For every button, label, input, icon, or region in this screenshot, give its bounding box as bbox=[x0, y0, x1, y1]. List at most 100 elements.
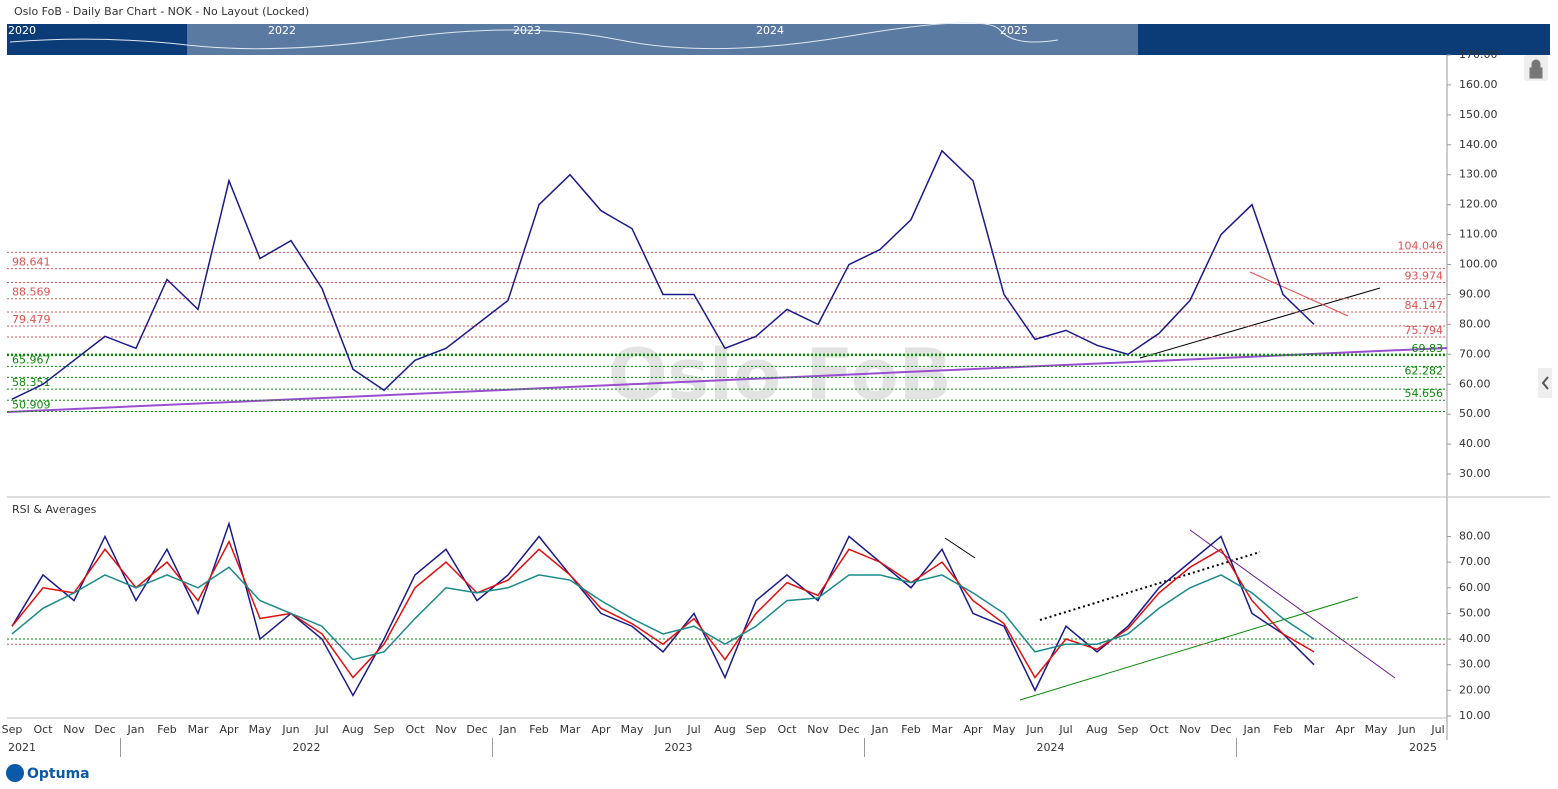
x-tick-label: Jan bbox=[1243, 723, 1261, 736]
data-line bbox=[11, 521, 1315, 698]
year-label: 2022 bbox=[293, 741, 321, 754]
level-label: 69.83 bbox=[1412, 342, 1444, 355]
level-label: 79.479 bbox=[12, 313, 51, 326]
y-tick-label: 10.00 bbox=[1459, 709, 1491, 722]
y-tick-label: 30.00 bbox=[1459, 467, 1491, 480]
x-tick-label: Jul bbox=[314, 723, 328, 736]
y-tick-label: 140.00 bbox=[1459, 138, 1498, 151]
trend-line bbox=[944, 537, 976, 559]
window-title: Oslo FoB - Daily Bar Chart - NOK - No La… bbox=[14, 5, 309, 18]
x-tick-label: Feb bbox=[529, 723, 548, 736]
x-tick-label: Mar bbox=[188, 723, 209, 736]
y-tick-label: 100.00 bbox=[1459, 258, 1498, 271]
x-tick-label: Nov bbox=[807, 723, 829, 736]
year-label: 2025 bbox=[1409, 741, 1437, 754]
year-label: 2023 bbox=[665, 741, 693, 754]
x-tick-label: Nov bbox=[435, 723, 457, 736]
trend-line bbox=[1039, 551, 1261, 621]
trend-line bbox=[1139, 287, 1381, 359]
x-tick-label: Oct bbox=[1149, 723, 1169, 736]
navigator-year: 2020 bbox=[8, 24, 36, 37]
y-tick-label: 160.00 bbox=[1459, 78, 1498, 91]
x-tick-label: Mar bbox=[1304, 723, 1325, 736]
trend-line bbox=[1019, 596, 1359, 701]
year-label: 2024 bbox=[1037, 741, 1065, 754]
x-tick-label: Dec bbox=[466, 723, 487, 736]
trend-line bbox=[1249, 271, 1349, 317]
x-tick-label: Feb bbox=[901, 723, 920, 736]
y-tick-label: 60.00 bbox=[1459, 377, 1491, 390]
y-tick-label: 80.00 bbox=[1459, 529, 1491, 542]
x-tick-label: Apr bbox=[1335, 723, 1355, 736]
navigator-line bbox=[9, 22, 1059, 50]
x-tick-label: Jan bbox=[871, 723, 889, 736]
y-tick-label: 50.00 bbox=[1459, 407, 1491, 420]
level-label: 104.046 bbox=[1398, 239, 1444, 252]
trend-line bbox=[6, 347, 1448, 413]
x-tick-label: Sep bbox=[374, 723, 395, 736]
y-tick-label: 150.00 bbox=[1459, 108, 1498, 121]
y-tick-label: 120.00 bbox=[1459, 198, 1498, 211]
x-tick-label: May bbox=[621, 723, 644, 736]
x-tick-label: Jun bbox=[1025, 723, 1043, 736]
logo-icon bbox=[6, 764, 24, 782]
x-tick-label: Jan bbox=[499, 723, 517, 736]
x-tick-label: Feb bbox=[157, 723, 176, 736]
navigator-year: 2025 bbox=[1000, 24, 1028, 37]
y-tick-label: 40.00 bbox=[1459, 632, 1491, 645]
level-label: 62.282 bbox=[1405, 364, 1444, 377]
x-tick-label: May bbox=[1365, 723, 1388, 736]
y-tick-label: 170.00 bbox=[1459, 48, 1498, 61]
level-label: 75.794 bbox=[1405, 324, 1444, 337]
data-line bbox=[11, 566, 1315, 661]
x-tick-label: Jun bbox=[1397, 723, 1415, 736]
x-tick-label: Jan bbox=[127, 723, 145, 736]
x-tick-label: Jun bbox=[281, 723, 299, 736]
y-tick-label: 30.00 bbox=[1459, 658, 1491, 671]
year-label: 2021 bbox=[8, 741, 36, 754]
navigator-year: 2022 bbox=[268, 24, 296, 37]
level-label: 93.974 bbox=[1405, 270, 1444, 283]
watermark: Oslo FoB bbox=[608, 334, 952, 416]
y-tick-label: 80.00 bbox=[1459, 317, 1491, 330]
y-tick-label: 130.00 bbox=[1459, 168, 1498, 181]
x-tick-label: Aug bbox=[714, 723, 735, 736]
level-label: 50.909 bbox=[12, 398, 51, 411]
x-tick-label: Apr bbox=[591, 723, 611, 736]
level-label: 88.569 bbox=[12, 286, 51, 299]
y-tick-label: 70.00 bbox=[1459, 347, 1491, 360]
y-tick-label: 70.00 bbox=[1459, 555, 1491, 568]
x-tick-label: Oct bbox=[777, 723, 797, 736]
x-tick-label: Jul bbox=[1058, 723, 1072, 736]
side-panel-toggle[interactable] bbox=[1538, 368, 1552, 398]
x-tick-label: Jun bbox=[653, 723, 671, 736]
level-label: 84.147 bbox=[1405, 299, 1444, 312]
x-tick-label: Aug bbox=[1086, 723, 1107, 736]
x-tick-label: Apr bbox=[963, 723, 983, 736]
x-tick-label: Sep bbox=[2, 723, 23, 736]
x-tick-label: May bbox=[993, 723, 1016, 736]
arrow-icon bbox=[1541, 376, 1549, 390]
x-tick-label: Apr bbox=[219, 723, 239, 736]
x-tick-label: Dec bbox=[838, 723, 859, 736]
x-tick-label: Sep bbox=[1118, 723, 1139, 736]
data-line bbox=[11, 539, 1315, 679]
x-tick-label: Nov bbox=[63, 723, 85, 736]
level-label: 65.967 bbox=[12, 353, 51, 366]
y-tick-label: 50.00 bbox=[1459, 606, 1491, 619]
x-tick-label: Jul bbox=[1430, 723, 1444, 736]
x-tick-label: Oct bbox=[33, 723, 53, 736]
x-tick-label: Sep bbox=[746, 723, 767, 736]
navigator-window[interactable] bbox=[187, 24, 1138, 55]
y-tick-label: 40.00 bbox=[1459, 437, 1491, 450]
x-tick-label: Mar bbox=[560, 723, 581, 736]
x-tick-label: Nov bbox=[1179, 723, 1201, 736]
x-tick-label: May bbox=[249, 723, 272, 736]
x-tick-label: Aug bbox=[342, 723, 363, 736]
navigator-year: 2024 bbox=[756, 24, 784, 37]
x-tick-label: Oct bbox=[405, 723, 425, 736]
level-label: 54.656 bbox=[1405, 387, 1444, 400]
y-tick-label: 60.00 bbox=[1459, 581, 1491, 594]
